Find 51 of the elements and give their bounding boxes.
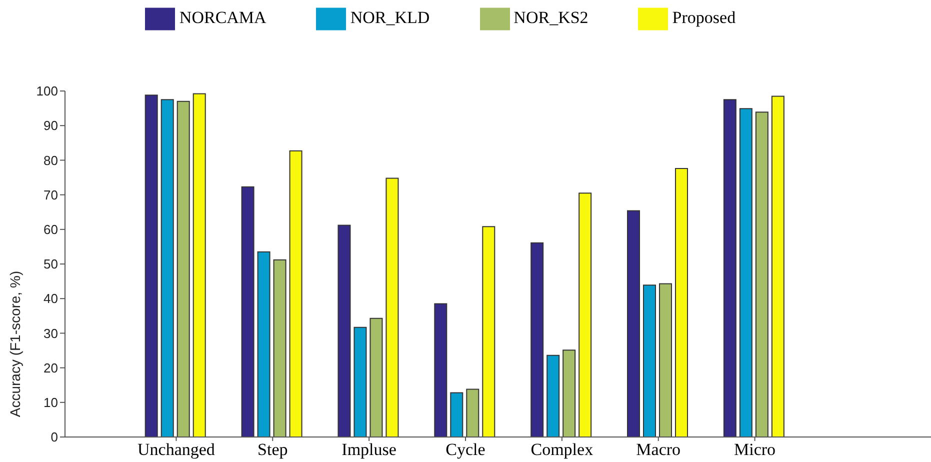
x-tick-label: Cycle bbox=[446, 440, 486, 460]
x-tick-label: Macro bbox=[636, 440, 681, 460]
bar bbox=[241, 186, 254, 437]
x-tick-label: Step bbox=[258, 440, 288, 460]
bar bbox=[771, 96, 784, 437]
bar bbox=[434, 303, 448, 437]
bar bbox=[192, 93, 206, 437]
bar bbox=[723, 99, 736, 437]
y-tick-label: 10 bbox=[44, 395, 58, 410]
bar bbox=[386, 178, 399, 437]
y-tick-label: 50 bbox=[44, 256, 58, 272]
bar bbox=[273, 259, 286, 437]
legend-label: Proposed bbox=[672, 8, 736, 27]
bar bbox=[530, 242, 544, 437]
y-tick-label: 70 bbox=[44, 187, 58, 202]
y-tick-label: 100 bbox=[36, 84, 58, 99]
y-tick-label: 0 bbox=[50, 430, 58, 445]
bar bbox=[739, 108, 752, 437]
bar bbox=[755, 112, 768, 437]
bar bbox=[144, 94, 158, 437]
y-tick-label: 30 bbox=[44, 326, 58, 341]
bar bbox=[257, 251, 270, 437]
bar bbox=[659, 283, 672, 437]
legend-label: NOR_KS2 bbox=[514, 8, 588, 27]
bar bbox=[578, 192, 592, 437]
legend-label: NORCAMA bbox=[179, 8, 266, 27]
bar bbox=[450, 392, 464, 437]
y-tick-label: 20 bbox=[44, 360, 58, 376]
x-tick-label: Complex bbox=[530, 440, 594, 460]
bar bbox=[562, 350, 576, 437]
bar bbox=[627, 210, 640, 437]
bar bbox=[482, 226, 496, 437]
y-tick-label: 60 bbox=[44, 222, 58, 238]
y-axis-title: Accuracy (F1-score, %) bbox=[6, 270, 23, 418]
bar bbox=[289, 150, 302, 437]
legend-label: NOR_KLD bbox=[350, 8, 430, 27]
y-tick-label: 90 bbox=[44, 118, 58, 134]
bar bbox=[370, 318, 383, 437]
x-tick-label: Unchanged bbox=[138, 440, 216, 460]
bar bbox=[176, 100, 190, 437]
y-tick-label: 40 bbox=[44, 291, 58, 306]
bar bbox=[354, 326, 367, 437]
bar bbox=[160, 99, 174, 437]
y-tick-label: 80 bbox=[44, 152, 58, 168]
bar bbox=[338, 224, 351, 437]
bar bbox=[466, 388, 480, 437]
bar bbox=[675, 168, 688, 437]
bar bbox=[643, 284, 656, 437]
bar bbox=[546, 354, 560, 437]
x-tick-label: Impluse bbox=[342, 440, 396, 460]
x-tick-label: Micro bbox=[734, 440, 776, 460]
